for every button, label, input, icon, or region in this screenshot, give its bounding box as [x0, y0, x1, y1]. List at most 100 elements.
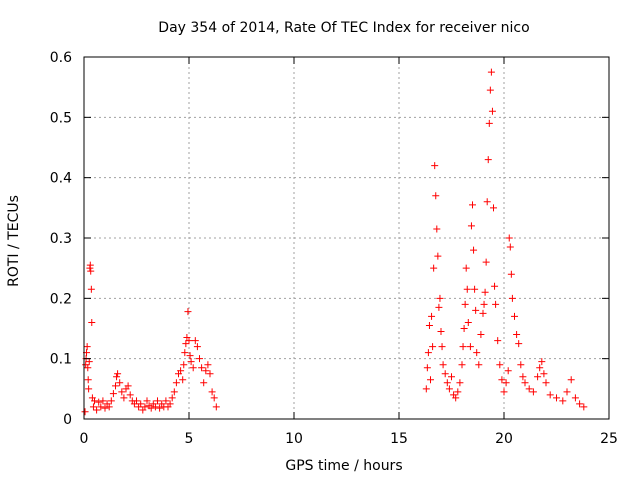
data-point — [177, 367, 185, 375]
data-point — [172, 379, 180, 387]
data-point — [459, 343, 467, 351]
data-point — [485, 119, 493, 127]
data-point — [438, 343, 446, 351]
data-point — [208, 388, 216, 396]
data-point — [187, 358, 195, 366]
data-point — [431, 162, 439, 170]
data-point — [156, 404, 164, 412]
data-point — [124, 382, 132, 390]
data-markers — [81, 68, 588, 416]
data-point — [210, 394, 218, 402]
data-point — [477, 331, 485, 339]
data-point — [482, 258, 490, 266]
y-axis-label: ROTI / TECUs — [6, 195, 22, 287]
data-point — [469, 201, 476, 209]
data-point — [196, 355, 203, 363]
y-tick-label: 0.3 — [50, 231, 72, 247]
axis-ticks: 0 5 10 15 20 25 0 0.1 0.2 0.3 0.4 0.5 0.6 — [50, 50, 618, 447]
data-point — [456, 379, 464, 387]
data-point — [563, 388, 571, 396]
data-point — [534, 373, 542, 381]
data-point — [97, 403, 105, 411]
data-point — [461, 300, 469, 308]
y-tick-label: 0.6 — [50, 50, 72, 66]
y-tick-label: 0.4 — [50, 171, 72, 187]
data-point — [462, 264, 470, 272]
data-point — [463, 285, 471, 293]
data-point — [87, 285, 95, 293]
data-point — [193, 343, 201, 351]
data-point — [496, 361, 504, 369]
data-point — [166, 400, 174, 408]
data-point — [84, 364, 92, 372]
data-point — [492, 300, 500, 308]
data-point — [436, 294, 444, 302]
data-point — [484, 156, 492, 164]
data-point — [85, 358, 93, 366]
data-point — [576, 400, 584, 408]
data-point — [542, 379, 550, 387]
data-point — [553, 394, 560, 402]
data-point — [471, 285, 479, 293]
y-tick-label: 0.2 — [50, 291, 72, 307]
data-point — [505, 234, 513, 242]
data-point — [460, 325, 468, 332]
data-point — [448, 373, 455, 381]
data-point — [467, 222, 475, 230]
data-point — [200, 379, 208, 387]
data-point — [433, 225, 441, 233]
data-point — [141, 403, 149, 411]
data-point — [521, 379, 529, 387]
data-point — [452, 394, 460, 402]
data-point — [483, 198, 491, 206]
data-point — [513, 331, 521, 339]
data-point — [494, 337, 502, 345]
data-point — [191, 337, 199, 345]
data-point — [126, 391, 134, 399]
data-point — [437, 328, 445, 336]
data-point — [458, 361, 466, 369]
data-point — [162, 397, 170, 405]
data-point — [472, 306, 480, 314]
data-point — [546, 391, 554, 399]
data-point — [517, 361, 525, 369]
x-tick-label: 0 — [80, 431, 89, 447]
data-point — [519, 373, 527, 381]
data-point — [470, 246, 478, 254]
data-point — [86, 261, 94, 269]
data-point — [89, 403, 97, 411]
data-point — [487, 68, 495, 76]
data-point — [481, 288, 489, 296]
data-point — [507, 270, 515, 278]
data-point — [424, 349, 432, 357]
data-point — [486, 86, 494, 94]
data-point — [559, 397, 567, 405]
data-point — [189, 364, 197, 372]
data-point — [137, 400, 145, 408]
data-point — [120, 394, 128, 402]
data-point — [427, 376, 434, 384]
y-tick-label: 0.5 — [50, 110, 72, 126]
data-point — [202, 367, 210, 375]
data-point — [181, 349, 189, 357]
x-tick-label: 25 — [600, 431, 618, 447]
data-point — [99, 397, 107, 405]
data-point — [428, 312, 436, 320]
data-point — [88, 318, 96, 326]
data-point — [454, 388, 462, 396]
data-point — [538, 358, 546, 366]
data-point — [101, 404, 109, 412]
data-point — [515, 340, 523, 348]
data-point — [114, 370, 122, 378]
data-point — [83, 343, 91, 351]
data-point — [430, 264, 438, 272]
data-point — [504, 367, 512, 375]
data-point — [567, 376, 575, 384]
x-axis-label: GPS time / hours — [285, 458, 402, 474]
data-point — [95, 398, 103, 406]
data-point — [204, 361, 212, 369]
x-tick-label: 10 — [285, 431, 303, 447]
data-point — [143, 397, 151, 405]
data-point — [488, 107, 496, 115]
